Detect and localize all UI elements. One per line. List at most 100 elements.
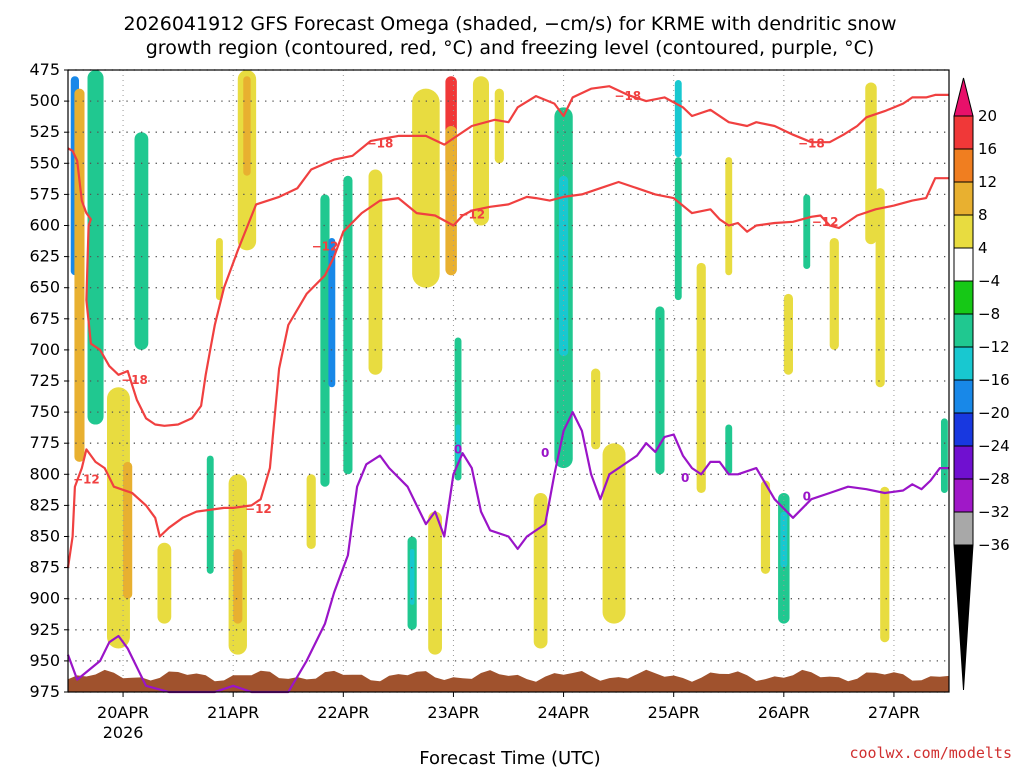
- colorbar-label-9: −20: [978, 404, 1010, 422]
- omega-region-15: [328, 237, 336, 388]
- omega-region-13: [306, 474, 316, 549]
- title-line-2: growth region (contoured, red, °C) and f…: [146, 37, 875, 59]
- contour-label-8: −12: [812, 215, 839, 229]
- pressure-tick-label-1: 500: [29, 91, 60, 110]
- colorbar-label-12: −32: [978, 503, 1010, 521]
- colorbar-segment-12: [953, 478, 974, 513]
- colorbar-label-8: −16: [978, 371, 1010, 389]
- colorbar-segment-1: [953, 115, 974, 150]
- pressure-axis: 475 500 525 550 575 600 625 650 675 700 725 750 775 8…: [29, 60, 68, 701]
- pressure-tick-label-17: 900: [29, 589, 60, 608]
- omega-region-43: [803, 194, 811, 270]
- contour-label-10: 0: [541, 446, 549, 460]
- pressure-tick-label-16: 875: [29, 558, 60, 577]
- colorbar-label-6: −8: [978, 305, 1000, 323]
- pressure-tick-label-20: 975: [29, 682, 60, 701]
- omega-region-19: [409, 548, 415, 605]
- colorbar-label-10: −24: [978, 437, 1010, 455]
- colorbar-segment-8: [953, 346, 974, 381]
- omega-region-21: [428, 511, 442, 655]
- contour-label-11: 0: [681, 471, 689, 485]
- omega-region-48: [940, 418, 948, 493]
- contour-label-6: −18: [614, 89, 641, 103]
- omega-region-38: [725, 157, 733, 276]
- colorbar-segment-4: [953, 214, 974, 249]
- contour-label-5: −12: [458, 207, 485, 221]
- title-line-1: 2026041912 GFS Forecast Omega (shaded, −…: [123, 13, 896, 35]
- contour-label-4: −12: [312, 240, 339, 254]
- omega-region-47: [880, 486, 890, 643]
- terrain-ground: [68, 669, 949, 692]
- colorbar-segment-2: [953, 148, 974, 183]
- contour-label-0: −18: [121, 373, 148, 387]
- credit-text: coolwx.com/modelts: [849, 744, 1012, 762]
- colorbar-label-4: 4: [978, 239, 988, 257]
- omega-region-44: [829, 237, 839, 350]
- omega-region-45: [865, 82, 877, 245]
- omega-region-32: [602, 443, 626, 624]
- omega-region-31: [591, 368, 601, 450]
- omega-region-10: [243, 76, 251, 176]
- omega-region-2: [87, 70, 104, 425]
- omega-region-27: [494, 88, 504, 164]
- colorbar-segment-6: [953, 280, 974, 315]
- contour-label-2: −12: [245, 502, 272, 516]
- terrain-strip: [68, 669, 949, 692]
- colorbar-label-3: 8: [978, 206, 988, 224]
- pressure-tick-label-4: 575: [29, 184, 60, 203]
- pressure-tick-label-18: 925: [29, 620, 60, 639]
- omega-region-46: [875, 188, 885, 388]
- contour-dgz-minus12: [66, 177, 949, 568]
- colorbar-label-13: −36: [978, 536, 1010, 554]
- omega-region-17: [368, 169, 383, 375]
- omega-region-28: [533, 492, 548, 649]
- pressure-tick-label-7: 650: [29, 278, 60, 297]
- pressure-tick-label-13: 800: [29, 464, 60, 483]
- contour-labels: −18 −12 −12 −18 −12 −12 −18 −18 −12 0 0 0 0: [73, 89, 839, 516]
- colorbar-segment-13: [953, 511, 974, 546]
- pressure-tick-label-0: 475: [29, 60, 60, 79]
- omega-region-33: [655, 306, 665, 475]
- time-tick-label-2: 22APR: [317, 703, 369, 722]
- time-tick-label-0: 20APR: [97, 703, 149, 722]
- omega-region-37: [725, 424, 733, 475]
- omega-region-42: [783, 293, 793, 375]
- omega-region-36: [696, 262, 706, 493]
- omega-shading: [70, 70, 948, 655]
- colorbar-label-1: 16: [978, 140, 997, 158]
- omega-region-5: [134, 132, 149, 350]
- omega-region-4: [123, 461, 133, 599]
- omega-region-41: [780, 511, 788, 568]
- time-tick-label-3: 23APR: [427, 703, 479, 722]
- pressure-tick-label-15: 850: [29, 527, 60, 546]
- omega-region-20: [412, 88, 440, 288]
- time-tick-label-1: 21APR: [207, 703, 259, 722]
- contour-freezing-level-0: [66, 411, 949, 694]
- colorbar-top-arrow: [953, 77, 974, 117]
- colorbar-segment-11: [953, 445, 974, 480]
- pressure-tick-label-12: 775: [29, 433, 60, 452]
- contour-lines: [66, 85, 949, 694]
- pressure-tick-label-2: 525: [29, 122, 60, 141]
- colorbar-segment-3: [953, 181, 974, 216]
- contour-label-3: −18: [367, 136, 394, 150]
- colorbar-segment-10: [953, 412, 974, 447]
- omega-region-26: [472, 76, 489, 226]
- colorbar: 20 16 12 8 4 −4 −8 −12 −16 −20 −24 −28 −32 −36: [953, 77, 1010, 691]
- omega-region-8: [215, 237, 223, 301]
- time-tick-label-4: 24APR: [538, 703, 590, 722]
- plot-gridlines: [68, 69, 949, 693]
- contour-label-12: 0: [803, 490, 811, 504]
- colorbar-label-11: −28: [978, 470, 1010, 488]
- omega-region-39: [760, 480, 771, 574]
- omega-region-14: [320, 194, 330, 487]
- omega-region-7: [206, 455, 214, 574]
- pressure-tick-label-6: 625: [29, 247, 60, 266]
- colorbar-label-0: 20: [978, 107, 997, 125]
- colorbar-segment-9: [953, 379, 974, 414]
- omega-region-35: [674, 157, 682, 301]
- colorbar-label-5: −4: [978, 272, 1000, 290]
- colorbar-bottom-arrow: [953, 544, 974, 691]
- omega-region-25: [455, 424, 461, 462]
- pressure-tick-label-19: 950: [29, 651, 60, 670]
